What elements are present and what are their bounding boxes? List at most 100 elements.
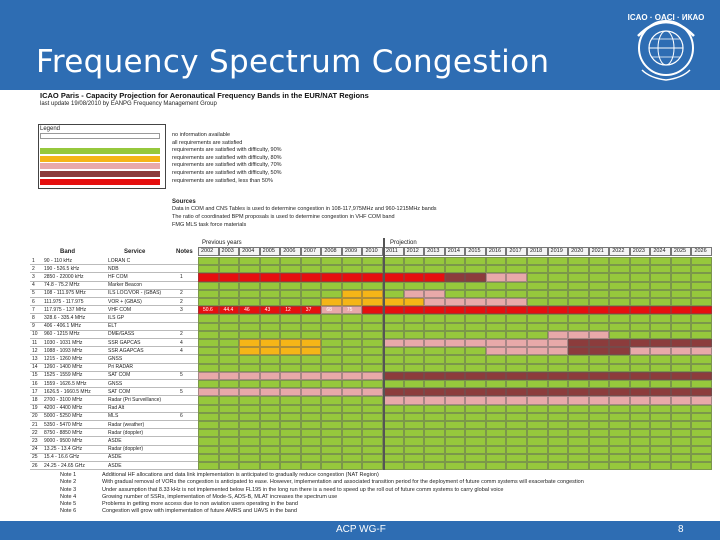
year-label: 2011: [386, 248, 398, 254]
congestion-cell: [609, 421, 630, 430]
congestion-cell: [485, 289, 507, 298]
year-label: 2026: [694, 248, 707, 254]
congestion-cell: [650, 371, 671, 380]
congestion-cell: [506, 437, 527, 446]
congestion-cell: [588, 412, 610, 421]
row-number: 14: [32, 364, 38, 371]
year-header-cell: [198, 247, 219, 256]
congestion-cell: [547, 347, 569, 356]
congestion-cell: [506, 355, 527, 364]
congestion-cell: [650, 445, 671, 454]
congestion-cell: [650, 404, 671, 413]
congestion-cell: [588, 355, 610, 364]
congestion-cell: [547, 306, 569, 315]
congestion-cell: [629, 429, 651, 438]
band-cell: 108 - 111.975 MHz: [44, 290, 86, 297]
congestion-cell: [444, 429, 466, 438]
congestion-cell: [506, 396, 527, 405]
congestion-cell: [650, 453, 671, 462]
congestion-cell: [239, 404, 260, 413]
congestion-cell: [547, 363, 569, 372]
congestion-cell: [198, 445, 219, 454]
congestion-cell: [670, 273, 692, 282]
legend-swatch: [40, 148, 160, 155]
congestion-cell: [341, 314, 363, 323]
congestion-cell: [300, 314, 322, 323]
congestion-cell: [485, 257, 507, 266]
service-cell: Radar (doppler): [108, 429, 144, 436]
slide-title: Frequency Spectrum Congestion: [36, 44, 550, 80]
row-number: 22: [32, 429, 38, 436]
congestion-cell: [568, 380, 589, 389]
congestion-cell: [609, 371, 630, 380]
congestion-cell: [239, 453, 260, 462]
congestion-cell: [629, 322, 651, 331]
congestion-cell: [609, 289, 630, 298]
congestion-cell: [526, 380, 548, 389]
congestion-cell: [691, 322, 712, 331]
congestion-cell: [629, 371, 651, 380]
legend-swatch: [40, 155, 160, 162]
note-cell: 3: [180, 306, 183, 313]
band-cell: 1030 - 1031 MHz: [44, 339, 83, 346]
legend-label: requirements are satisfied with difficul…: [172, 170, 282, 176]
congestion-cell: [383, 257, 404, 266]
row-number: 9: [32, 323, 35, 330]
congestion-cell: [588, 462, 610, 471]
congestion-cell: [526, 445, 548, 454]
congestion-cell: [588, 396, 610, 405]
congestion-cell: [383, 322, 404, 331]
congestion-cell: [383, 462, 404, 471]
congestion-cell: [526, 330, 548, 339]
congestion-cell: [341, 371, 363, 380]
service-cell: SSR GAPCAS: [108, 339, 141, 346]
congestion-cell: [239, 388, 260, 397]
congestion-cell: [403, 298, 425, 307]
congestion-cell: [547, 281, 569, 290]
congestion-cell: [506, 404, 527, 413]
congestion-cell: [280, 347, 301, 356]
congestion-cell: [341, 257, 363, 266]
congestion-cell: [465, 453, 486, 462]
congestion-cell: [218, 437, 240, 446]
congestion-cell: [609, 380, 630, 389]
congestion-cell: [691, 330, 712, 339]
congestion-cell: [341, 388, 363, 397]
congestion-cell: [341, 322, 363, 331]
congestion-cell: [198, 273, 219, 282]
table-row-label-cell: [30, 429, 198, 438]
congestion-cell: [670, 257, 692, 266]
congestion-cell: [218, 421, 240, 430]
congestion-cell: [259, 371, 281, 380]
congestion-cell: [341, 404, 363, 413]
congestion-cell: [609, 257, 630, 266]
congestion-cell: [465, 281, 486, 290]
row-number: 7: [32, 306, 35, 313]
congestion-cell: [629, 306, 651, 315]
congestion-cell: [280, 371, 301, 380]
year-label: 2017: [509, 248, 522, 254]
congestion-cell: [568, 265, 589, 274]
table-row-label-cell: [30, 380, 198, 389]
congestion-cell: [568, 306, 589, 315]
congestion-cell: [424, 412, 445, 421]
congestion-cell: [691, 257, 712, 266]
congestion-cell: [547, 412, 569, 421]
service-cell: DME/GASS: [108, 331, 135, 338]
congestion-cell: [465, 429, 486, 438]
year-header-cell: [424, 247, 445, 256]
congestion-cell: [424, 363, 445, 372]
congestion-cell: [259, 380, 281, 389]
congestion-cell: [403, 404, 425, 413]
congestion-cell: [568, 445, 589, 454]
year-header-cell: [568, 247, 589, 256]
congestion-cell: [424, 257, 445, 266]
row-number: 8: [32, 314, 35, 321]
congestion-cell: [383, 265, 404, 274]
congestion-cell: [362, 421, 384, 430]
row-number: 5: [32, 290, 35, 297]
congestion-cell: [588, 298, 610, 307]
congestion-cell: [588, 404, 610, 413]
note-label: Note 3: [60, 486, 77, 493]
congestion-cell: [280, 330, 301, 339]
